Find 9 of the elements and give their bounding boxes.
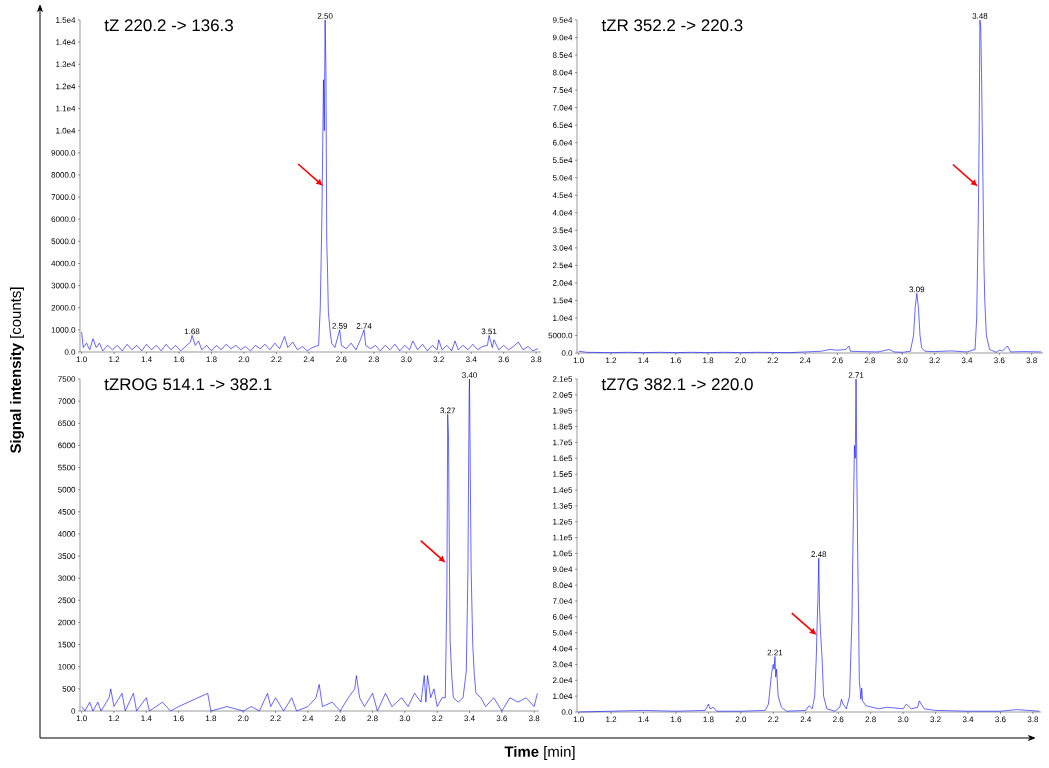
chart-title: tZ7G 382.1 -> 220.0 bbox=[601, 378, 753, 391]
line-series bbox=[81, 19, 539, 352]
x-axis-title: Time [min] bbox=[504, 746, 575, 760]
chart-title: tZROG 514.1 -> 382.1 bbox=[104, 378, 272, 391]
line-series bbox=[578, 19, 1042, 353]
y-axis-title: Signal intensity [counts] bbox=[10, 287, 25, 454]
line-series bbox=[81, 378, 538, 712]
chart-title: tZ 220.2 -> 136.3 bbox=[104, 19, 233, 32]
chart-title: tZR 352.2 -> 220.3 bbox=[601, 19, 743, 32]
